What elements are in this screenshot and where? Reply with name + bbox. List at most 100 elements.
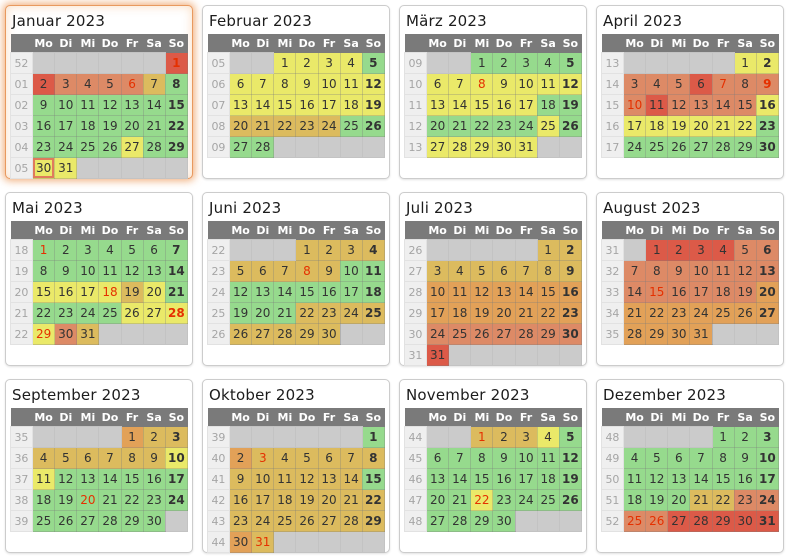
day-cell[interactable]: 29 xyxy=(120,510,144,532)
day-cell[interactable]: 30 xyxy=(755,136,780,158)
day-cell[interactable]: 21 xyxy=(622,302,647,324)
day-cell[interactable]: 4 xyxy=(273,447,297,469)
day-cell[interactable]: 17 xyxy=(689,281,713,303)
day-cell[interactable]: 13 xyxy=(425,468,450,490)
day-cell[interactable]: 5 xyxy=(558,426,583,448)
day-cell[interactable]: 27 xyxy=(755,302,780,324)
day-cell[interactable]: 19 xyxy=(54,489,78,511)
day-cell[interactable]: 26 xyxy=(120,302,144,324)
day-cell[interactable]: 28 xyxy=(448,510,472,532)
day-cell[interactable]: 16 xyxy=(492,468,516,490)
day-cell[interactable]: 26 xyxy=(98,136,122,158)
day-cell[interactable]: 20 xyxy=(228,115,253,137)
day-cell[interactable]: 5 xyxy=(98,73,122,95)
day-cell[interactable]: 4 xyxy=(76,73,100,95)
day-cell[interactable]: 30 xyxy=(142,510,166,532)
day-cell[interactable]: 14 xyxy=(622,281,647,303)
day-cell[interactable]: 14 xyxy=(514,281,538,303)
day-cell[interactable]: 1 xyxy=(273,52,297,74)
day-cell[interactable]: 19 xyxy=(98,115,122,137)
day-cell[interactable]: 22 xyxy=(273,115,297,137)
day-cell[interactable]: 14 xyxy=(339,468,363,490)
day-cell[interactable]: 13 xyxy=(120,94,144,116)
day-cell[interactable]: 15 xyxy=(645,281,669,303)
day-cell[interactable]: 20 xyxy=(492,302,516,324)
day-cell[interactable]: 24 xyxy=(622,136,647,158)
day-cell[interactable]: 14 xyxy=(142,94,166,116)
day-cell[interactable]: 11 xyxy=(622,468,647,490)
day-cell[interactable]: 9 xyxy=(142,447,166,469)
day-cell[interactable]: 6 xyxy=(120,73,144,95)
day-cell[interactable]: 12 xyxy=(667,94,691,116)
day-cell[interactable]: 12 xyxy=(295,468,319,490)
day-cell[interactable]: 22 xyxy=(470,489,494,511)
day-cell[interactable]: 9 xyxy=(558,260,583,282)
day-cell[interactable]: 15 xyxy=(164,94,189,116)
day-cell[interactable]: 17 xyxy=(514,468,538,490)
day-cell[interactable]: 19 xyxy=(228,302,253,324)
day-cell[interactable]: 29 xyxy=(470,510,494,532)
day-cell[interactable]: 9 xyxy=(733,447,757,469)
day-cell[interactable]: 24 xyxy=(164,489,189,511)
day-cell[interactable]: 2 xyxy=(54,239,78,261)
day-cell[interactable]: 25 xyxy=(98,302,122,324)
day-cell[interactable]: 4 xyxy=(448,260,472,282)
day-cell[interactable]: 21 xyxy=(448,115,472,137)
day-cell[interactable]: 13 xyxy=(76,468,100,490)
day-cell[interactable]: 31 xyxy=(76,323,100,345)
day-cell[interactable]: 21 xyxy=(273,302,297,324)
day-cell[interactable]: 26 xyxy=(733,302,757,324)
day-cell[interactable]: 26 xyxy=(558,115,583,137)
day-cell[interactable]: 22 xyxy=(711,489,735,511)
day-cell[interactable]: 11 xyxy=(273,468,297,490)
day-cell[interactable]: 16 xyxy=(142,468,166,490)
day-cell[interactable]: 6 xyxy=(425,447,450,469)
day-cell[interactable]: 9 xyxy=(492,73,516,95)
day-cell[interactable]: 16 xyxy=(733,468,757,490)
day-cell[interactable]: 20 xyxy=(425,489,450,511)
day-cell[interactable]: 21 xyxy=(142,115,166,137)
day-cell[interactable]: 14 xyxy=(251,94,275,116)
day-cell[interactable]: 15 xyxy=(733,94,757,116)
day-cell[interactable]: 3 xyxy=(622,73,647,95)
day-cell[interactable]: 4 xyxy=(711,239,735,261)
day-cell[interactable]: 8 xyxy=(645,260,669,282)
day-cell[interactable]: 29 xyxy=(164,136,189,158)
day-cell[interactable]: 31 xyxy=(514,136,538,158)
day-cell[interactable]: 30 xyxy=(317,323,341,345)
day-cell[interactable]: 13 xyxy=(492,281,516,303)
day-cell[interactable]: 7 xyxy=(98,447,122,469)
day-cell[interactable]: 18 xyxy=(98,281,122,303)
day-cell[interactable]: 18 xyxy=(273,489,297,511)
day-cell[interactable]: 8 xyxy=(470,447,494,469)
day-cell[interactable]: 2 xyxy=(492,426,516,448)
day-cell[interactable]: 3 xyxy=(755,426,780,448)
day-cell[interactable]: 6 xyxy=(228,73,253,95)
day-cell[interactable]: 24 xyxy=(689,302,713,324)
day-cell[interactable]: 11 xyxy=(536,73,560,95)
day-cell[interactable]: 2 xyxy=(295,52,319,74)
day-cell[interactable]: 7 xyxy=(448,73,472,95)
day-cell[interactable]: 18 xyxy=(361,281,386,303)
day-cell[interactable]: 19 xyxy=(645,489,669,511)
day-cell[interactable]: 15 xyxy=(273,94,297,116)
day-cell[interactable]: 27 xyxy=(492,323,516,345)
day-cell[interactable]: 3 xyxy=(425,260,450,282)
day-cell[interactable]: 9 xyxy=(54,260,78,282)
day-cell[interactable]: 4 xyxy=(645,73,669,95)
day-cell[interactable]: 9 xyxy=(667,260,691,282)
day-cell[interactable]: 30 xyxy=(492,510,516,532)
day-cell[interactable]: 28 xyxy=(273,323,297,345)
day-cell[interactable]: 20 xyxy=(667,489,691,511)
day-cell[interactable]: 12 xyxy=(558,73,583,95)
day-cell[interactable]: 2 xyxy=(142,426,166,448)
day-cell[interactable]: 3 xyxy=(514,426,538,448)
day-cell[interactable]: 25 xyxy=(361,302,386,324)
day-cell[interactable]: 7 xyxy=(689,447,713,469)
day-cell[interactable]: 17 xyxy=(164,468,189,490)
day-cell[interactable]: 13 xyxy=(425,94,450,116)
day-cell[interactable]: 22 xyxy=(733,115,757,137)
day-cell[interactable]: 18 xyxy=(536,468,560,490)
day-cell[interactable]: 13 xyxy=(667,468,691,490)
day-cell[interactable]: 17 xyxy=(339,281,363,303)
